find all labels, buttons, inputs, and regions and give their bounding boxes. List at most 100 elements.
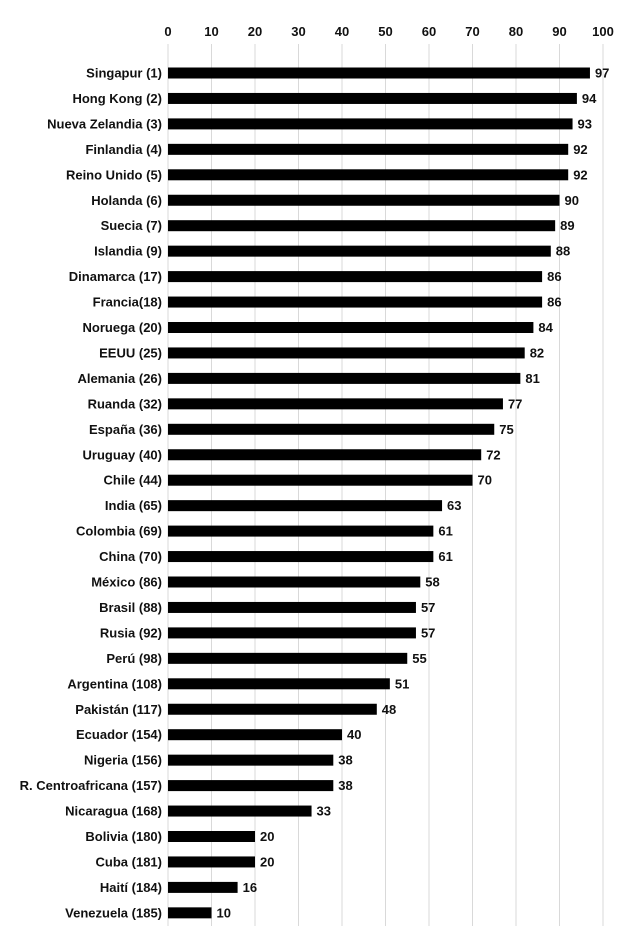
value-label: 81 (525, 371, 539, 386)
value-label: 40 (347, 727, 361, 742)
bar (168, 652, 408, 664)
x-tick-label: 0 (164, 24, 171, 39)
category-label: Reino Unido (5) (66, 167, 162, 182)
x-tick-label: 40 (335, 24, 349, 39)
value-label: 38 (338, 778, 352, 793)
value-label: 70 (478, 473, 492, 488)
category-label: Holanda (6) (91, 193, 162, 208)
value-label: 86 (547, 269, 561, 284)
value-label: 16 (243, 880, 257, 895)
value-label: 93 (578, 116, 592, 131)
value-label: 77 (508, 396, 522, 411)
bar (168, 245, 551, 257)
bars (168, 67, 590, 919)
bar (168, 601, 416, 613)
bar (168, 271, 543, 283)
x-tick-label: 90 (552, 24, 566, 39)
bar (168, 754, 334, 766)
category-label: Nicaragua (168) (65, 804, 162, 819)
value-label: 90 (565, 193, 579, 208)
value-label: 58 (425, 575, 439, 590)
category-label: Francia(18) (93, 295, 162, 310)
category-label: Argentina (108) (67, 676, 162, 691)
x-tick-label: 20 (248, 24, 262, 39)
category-label: Alemania (26) (77, 371, 162, 386)
bar (168, 194, 560, 206)
category-label: Pakistán (117) (75, 702, 162, 717)
category-label: India (65) (105, 498, 162, 513)
x-tick-label: 60 (422, 24, 436, 39)
category-label: EEUU (25) (99, 345, 162, 360)
value-label: 63 (447, 498, 461, 513)
value-label: 97 (595, 66, 609, 81)
bar (168, 372, 521, 384)
bar (168, 780, 334, 792)
bar (168, 576, 421, 588)
category-label: Dinamarca (17) (69, 269, 162, 284)
category-label: Venezuela (185) (65, 905, 162, 920)
value-label: 33 (317, 804, 331, 819)
value-label: 84 (538, 320, 553, 335)
category-label: Nigeria (156) (84, 753, 162, 768)
category-label: Hong Kong (2) (72, 91, 162, 106)
bar (168, 118, 573, 130)
category-label: España (36) (89, 422, 162, 437)
value-label: 51 (395, 676, 409, 691)
category-label: Cuba (181) (96, 854, 162, 869)
category-label: México (86) (91, 575, 162, 590)
category-label: Uruguay (40) (83, 447, 162, 462)
value-label: 38 (338, 753, 352, 768)
bar (168, 449, 482, 461)
bar (168, 347, 525, 359)
value-label: 92 (573, 142, 587, 157)
bar (168, 398, 503, 410)
x-tick-label: 70 (465, 24, 479, 39)
value-label: 57 (421, 600, 435, 615)
category-label: Haití (184) (100, 880, 162, 895)
category-label: Brasil (88) (99, 600, 162, 615)
category-label: Rusia (92) (100, 625, 162, 640)
bar (168, 322, 534, 333)
bar (168, 169, 569, 181)
bar (168, 831, 255, 842)
x-axis-ticks: 0 10 20 30 40 50 60 70 80 90 100 (164, 24, 613, 39)
bar (168, 805, 312, 817)
category-label: R. Centroafricana (157) (20, 778, 162, 793)
category-label: Perú (98) (106, 651, 162, 666)
bar (168, 703, 377, 715)
value-label: 57 (421, 625, 435, 640)
category-label: Islandia (9) (94, 244, 162, 259)
bar (168, 500, 443, 512)
value-label: 48 (382, 702, 396, 717)
category-label: Singapur (1) (86, 66, 162, 81)
bar (168, 551, 434, 563)
x-tick-label: 100 (592, 24, 614, 39)
category-labels: Singapur (1) Hong Kong (2) Nueva Zelandia … (20, 66, 162, 921)
category-label: Bolivia (180) (85, 829, 162, 844)
bar (168, 423, 495, 435)
category-label: Ruanda (32) (88, 396, 162, 411)
value-label: 55 (412, 651, 426, 666)
value-label: 20 (260, 854, 274, 869)
bar (168, 729, 342, 741)
bar (168, 627, 416, 639)
value-label: 61 (438, 549, 452, 564)
value-label: 89 (560, 218, 574, 233)
value-label: 61 (438, 524, 452, 539)
value-label: 86 (547, 295, 561, 310)
bar (168, 92, 577, 104)
bar (168, 678, 390, 690)
x-tick-label: 50 (378, 24, 392, 39)
value-label: 94 (582, 91, 597, 106)
category-label: Finlandia (4) (85, 142, 162, 157)
bar (168, 143, 569, 155)
x-tick-label: 80 (509, 24, 523, 39)
bar (168, 856, 255, 868)
category-label: Noruega (20) (83, 320, 162, 335)
category-label: Colombia (69) (76, 524, 162, 539)
value-label: 72 (486, 447, 500, 462)
category-label: Chile (44) (103, 473, 162, 488)
value-label: 75 (499, 422, 513, 437)
